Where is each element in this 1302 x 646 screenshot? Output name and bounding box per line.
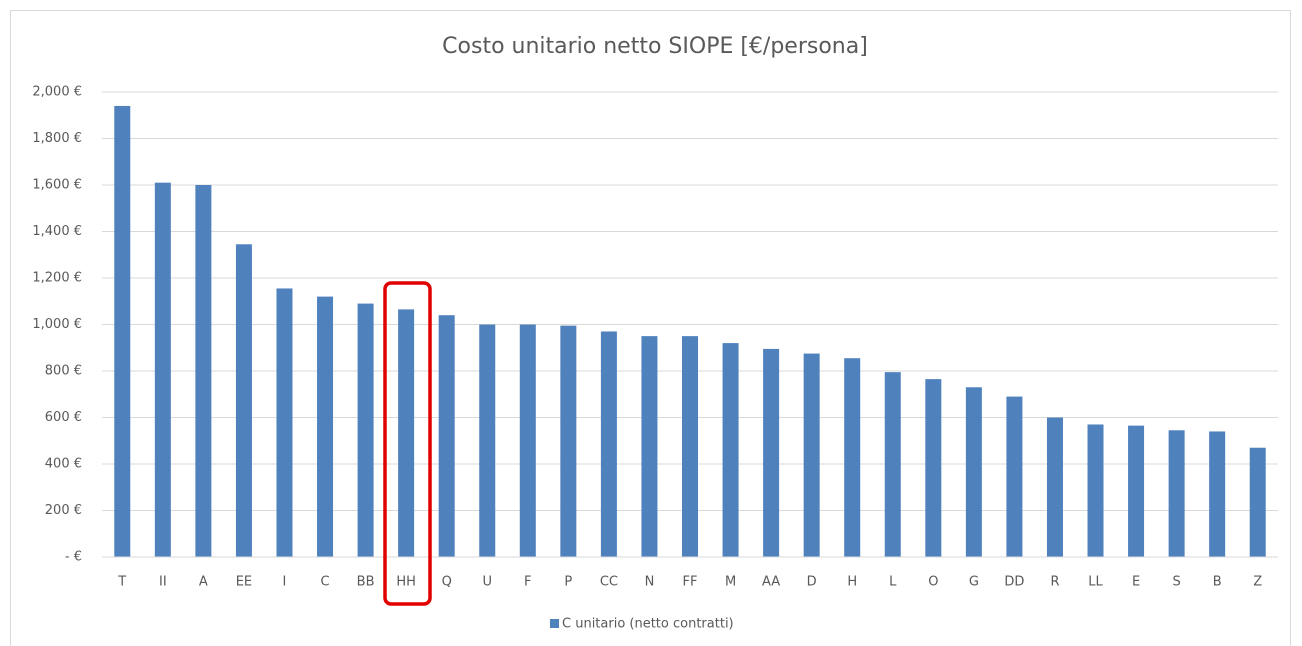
x-tick-label: BB: [357, 575, 375, 590]
y-tick-label: 1,800 €: [32, 131, 82, 146]
bar: [884, 372, 901, 557]
bar: [1128, 425, 1145, 557]
x-tick-label: I: [283, 575, 287, 590]
x-tick-label: R: [1050, 575, 1059, 590]
x-tick-label: T: [117, 575, 126, 590]
bar: [357, 303, 374, 557]
y-tick-label: - €: [65, 550, 82, 565]
y-tick-label: 600 €: [45, 410, 82, 425]
bar: [803, 353, 820, 557]
x-tick-label: Q: [442, 575, 452, 590]
x-tick-label: Z: [1253, 575, 1262, 590]
x-tick-label: O: [928, 575, 938, 590]
bar: [1209, 431, 1226, 557]
x-tick-label: E: [1132, 575, 1140, 590]
x-tick-label: DD: [1004, 575, 1024, 590]
x-tick-label: FF: [683, 575, 698, 590]
bar: [1046, 417, 1063, 557]
x-tick-label: CC: [600, 575, 618, 590]
bar: [154, 182, 171, 558]
y-tick-label: 200 €: [45, 503, 82, 518]
bar: [763, 348, 780, 557]
x-tick-label: L: [889, 575, 897, 590]
x-tick-label: EE: [236, 575, 252, 590]
y-tick-label: 1,400 €: [32, 224, 82, 239]
legend-swatch: [550, 619, 559, 628]
y-tick-label: 800 €: [45, 364, 82, 379]
bar: [1006, 396, 1023, 557]
chart-title: Costo unitario netto SIOPE [€/persona]: [442, 34, 868, 59]
x-tick-label: AA: [762, 575, 780, 590]
bar: [114, 105, 131, 557]
bar: [965, 387, 982, 557]
x-tick-label: B: [1213, 575, 1222, 590]
x-tick-label: M: [725, 575, 736, 590]
bar: [317, 296, 334, 557]
x-tick-label: D: [807, 575, 817, 590]
y-tick-label: 1,000 €: [32, 317, 82, 332]
x-tick-label: U: [482, 575, 492, 590]
x-tick-label: F: [524, 575, 531, 590]
bar: [195, 185, 212, 557]
bar: [1168, 430, 1185, 557]
y-tick-label: 2,000 €: [32, 85, 82, 100]
legend-label: C unitario (netto contratti): [562, 617, 734, 632]
highlight-box: [383, 281, 432, 606]
x-tick-label: G: [969, 575, 979, 590]
bar: [844, 358, 861, 557]
bar: [641, 336, 658, 557]
x-tick-label: P: [564, 575, 572, 590]
x-tick-label: S: [1172, 575, 1180, 590]
x-tick-label: H: [847, 575, 857, 590]
plot: - € 200 € 400 € 600 € 800 € 1,000 € 1,200 € 1,4…: [32, 85, 1278, 632]
x-tick-label: II: [159, 575, 167, 590]
x-tick-label: C: [320, 575, 329, 590]
bar: [398, 309, 415, 557]
y-tick-label: 400 €: [45, 457, 82, 472]
y-tick-label: 1,600 €: [32, 178, 82, 193]
bar: [560, 325, 577, 557]
bar: [235, 244, 252, 557]
bar: [276, 288, 293, 557]
x-tick-label: A: [199, 575, 208, 590]
y-tick-label: 1,200 €: [32, 271, 82, 286]
bar: [1249, 447, 1266, 557]
bar: [479, 324, 496, 557]
bar: [438, 315, 455, 557]
bar: [682, 336, 698, 557]
x-tick-label: LL: [1088, 575, 1103, 590]
bar: [722, 343, 739, 557]
bar: [519, 324, 536, 557]
bar: [925, 379, 942, 557]
bar: [1087, 424, 1104, 557]
bar: [600, 331, 617, 557]
x-tick-label: HH: [396, 575, 416, 590]
x-tick-label: N: [645, 575, 655, 590]
